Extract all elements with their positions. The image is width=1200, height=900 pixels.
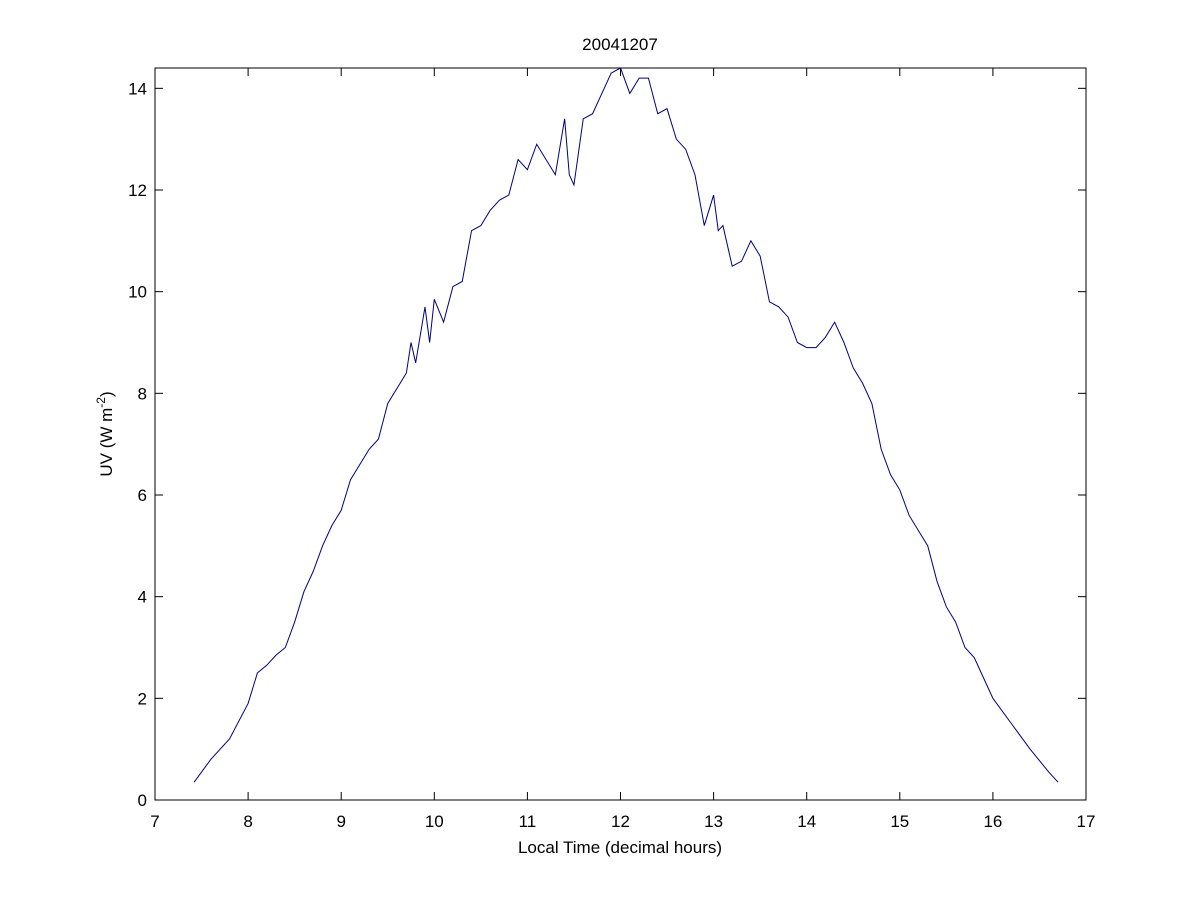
y-tick-label: 6 (138, 486, 147, 505)
y-axis-label: UV (W m-2) (94, 391, 116, 476)
x-tick-label: 10 (425, 812, 444, 831)
y-axis-label-text: UV (W m (97, 408, 116, 477)
plot-frame (154, 67, 1087, 801)
chart-title: 20041207 (582, 35, 658, 54)
y-tick-label: 0 (138, 791, 147, 810)
x-tick-label: 12 (611, 812, 630, 831)
x-tick-label: 14 (797, 812, 816, 831)
x-tick-label: 17 (1077, 812, 1096, 831)
y-axis-label-suffix: ) (97, 391, 116, 397)
x-tick-label: 15 (890, 812, 909, 831)
y-axis-label-sup: -2 (94, 397, 108, 408)
x-axis-label: Local Time (decimal hours) (518, 838, 722, 857)
y-tick-label: 8 (138, 384, 147, 403)
x-tick-label: 13 (704, 812, 723, 831)
x-tick-label: 16 (983, 812, 1002, 831)
x-tick-label: 8 (243, 812, 252, 831)
x-tick-label: 11 (519, 812, 537, 831)
y-tick-label: 4 (138, 588, 147, 607)
y-tick-label: 14 (128, 79, 147, 98)
x-tick-label: 7 (150, 812, 159, 831)
y-tick-label: 12 (128, 181, 147, 200)
x-tick-label: 9 (336, 812, 345, 831)
y-tick-label: 2 (138, 689, 147, 708)
line (193, 67, 1059, 783)
y-tick-label: 10 (128, 283, 147, 302)
